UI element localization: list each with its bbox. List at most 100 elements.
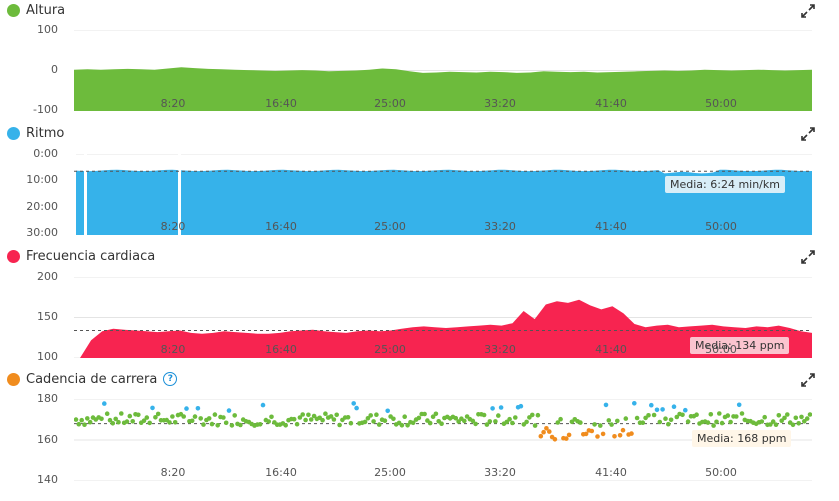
cadencia-point bbox=[150, 405, 155, 411]
question-circle-icon[interactable]: ? bbox=[163, 372, 178, 386]
cadencia-point bbox=[481, 412, 487, 418]
cadencia-point bbox=[221, 415, 226, 420]
ritmo-chart[interactable] bbox=[74, 154, 812, 235]
altura-xtick: 41:40 bbox=[595, 97, 627, 110]
cadencia-point bbox=[306, 412, 311, 418]
cadencia-point bbox=[351, 401, 357, 406]
ritmo-header: Ritmo bbox=[7, 123, 64, 143]
cadencia-point bbox=[564, 436, 569, 441]
fc-xtick: 16:40 bbox=[265, 343, 297, 356]
ritmo-title: Ritmo bbox=[26, 125, 65, 141]
cadencia-point bbox=[487, 419, 493, 424]
cadencia-point bbox=[291, 416, 297, 422]
ritmo-xtick: 41:40 bbox=[595, 220, 627, 233]
cadencia-point bbox=[107, 417, 113, 423]
cadencia-point bbox=[320, 417, 325, 423]
cadencia-point bbox=[790, 422, 796, 428]
cadencia-point bbox=[595, 434, 600, 439]
cadencia-point bbox=[762, 414, 767, 420]
altura-xtick: 50:00 bbox=[705, 97, 737, 110]
cadencia-point bbox=[558, 416, 563, 422]
fc-xtick: 41:40 bbox=[595, 343, 627, 356]
cadencia-point bbox=[354, 405, 359, 411]
cadencia-point bbox=[116, 419, 121, 425]
altura-xtick: 16:40 bbox=[265, 97, 297, 110]
cadencia-point bbox=[297, 415, 303, 420]
cadencia-point bbox=[799, 414, 804, 420]
cadencia-point bbox=[615, 418, 620, 424]
cadencia-point bbox=[530, 412, 535, 418]
cadencia-point bbox=[657, 419, 663, 425]
cadencia-point bbox=[130, 419, 135, 424]
cadencia-point bbox=[402, 414, 408, 419]
altura-xtick: 8:20 bbox=[160, 97, 186, 110]
cadencia-point bbox=[104, 411, 110, 416]
cadencia-point bbox=[198, 416, 203, 421]
cadencia-point bbox=[728, 419, 733, 425]
expand-arrows-icon[interactable] bbox=[801, 127, 815, 141]
cadencia-point bbox=[189, 418, 195, 424]
altura-chart[interactable] bbox=[74, 30, 812, 111]
ritmo-gap bbox=[74, 154, 76, 235]
altura-header: Altura bbox=[7, 0, 65, 20]
cadencia-point bbox=[518, 403, 524, 409]
ritmo-xtick: 50:00 bbox=[705, 220, 737, 233]
cadencia-point bbox=[181, 414, 186, 419]
cadencia-point bbox=[201, 422, 206, 427]
cadencia-point bbox=[328, 414, 334, 419]
fc-title: Frecuencia cardiaca bbox=[26, 248, 156, 264]
cadencia-point bbox=[629, 431, 634, 436]
expand-arrows-icon[interactable] bbox=[801, 250, 815, 264]
cadencia-point bbox=[782, 415, 787, 421]
cadencia-point bbox=[209, 421, 215, 427]
ritmo-xtick: 33:20 bbox=[484, 220, 516, 233]
cadencia-point bbox=[416, 415, 422, 421]
cadencia-point bbox=[260, 402, 266, 408]
cadencia-point bbox=[680, 412, 685, 418]
cadencia-point bbox=[683, 407, 688, 413]
cadencia-point bbox=[371, 419, 376, 424]
altura-ytick: 0 bbox=[51, 63, 58, 76]
cadencia-chart[interactable] bbox=[74, 399, 812, 481]
expand-arrows-icon[interactable] bbox=[801, 373, 815, 387]
cadencia-point bbox=[603, 402, 609, 408]
cadencia-point bbox=[714, 419, 719, 425]
cadencia-point bbox=[99, 416, 104, 422]
ritmo-ytick: 30:00 bbox=[26, 226, 58, 239]
cadencia-point bbox=[308, 417, 314, 422]
cadencia-point bbox=[141, 418, 147, 423]
fc-ytick: 200 bbox=[37, 270, 58, 283]
cadencia-point bbox=[232, 413, 237, 418]
cadencia-point bbox=[257, 422, 263, 427]
cadencia-point bbox=[391, 416, 396, 422]
cadencia-point bbox=[620, 427, 626, 433]
cadencia-point bbox=[725, 413, 731, 418]
cadencia-point bbox=[711, 423, 716, 428]
cadencia-point bbox=[493, 419, 498, 424]
cadencia-point bbox=[634, 415, 640, 421]
cadencia-point bbox=[430, 414, 436, 419]
cadencia-point bbox=[172, 420, 178, 425]
cadencia-point bbox=[124, 419, 130, 424]
cadencia-point bbox=[144, 415, 150, 420]
cadencia-title: Cadencia de carrera bbox=[26, 371, 158, 387]
fc-xtick: 33:20 bbox=[484, 343, 516, 356]
fc-average-tooltip: Media: 134 ppm bbox=[690, 337, 790, 354]
ritmo-area bbox=[74, 169, 812, 235]
cadencia-point bbox=[283, 423, 288, 428]
cadencia-point bbox=[685, 419, 691, 424]
cadencia-point bbox=[376, 422, 382, 427]
cadencia-point bbox=[405, 423, 410, 428]
cadencia-point bbox=[484, 422, 490, 427]
fc-chart[interactable] bbox=[74, 277, 812, 358]
cadencia-ytick: 140 bbox=[37, 473, 58, 486]
cadencia-point bbox=[470, 418, 476, 424]
cadencia-point bbox=[102, 401, 107, 406]
expand-arrows-icon[interactable] bbox=[801, 4, 815, 18]
ritmo-average-tooltip: Media: 6:24 min/km bbox=[665, 176, 785, 193]
cadencia-point bbox=[490, 406, 495, 411]
cadencia-point bbox=[223, 420, 229, 426]
cadencia-point bbox=[544, 426, 549, 431]
cadencia-point bbox=[76, 421, 82, 427]
cadencia-point bbox=[592, 422, 597, 427]
